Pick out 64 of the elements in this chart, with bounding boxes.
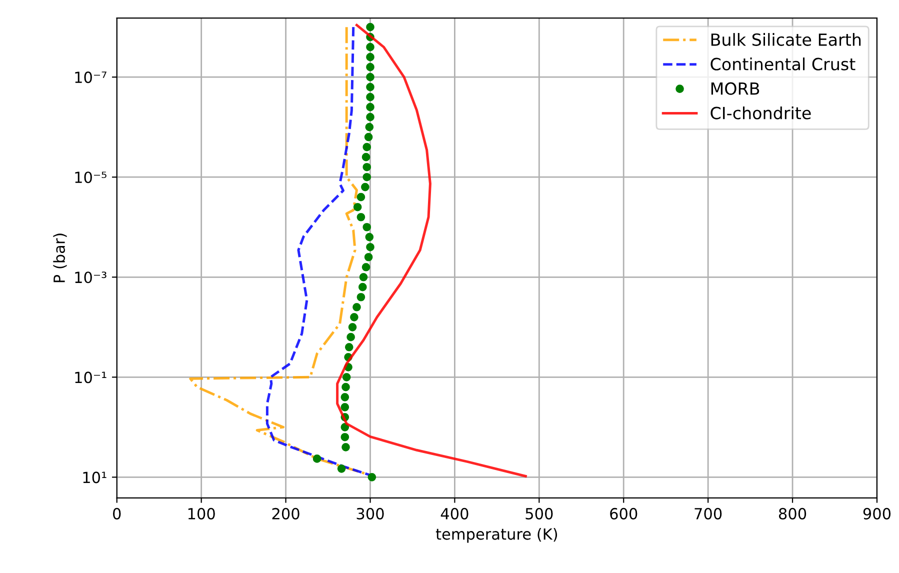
x-tick-label: 400: [440, 508, 468, 520]
point: [340, 432, 350, 442]
x-tick-label: 200: [272, 508, 300, 520]
point: [366, 52, 374, 62]
y-tick-label: 10⁻⁷: [75, 72, 106, 84]
x-tick-label: 800: [778, 508, 806, 520]
point: [366, 102, 374, 112]
line-series: [336, 24, 527, 478]
point: [366, 72, 374, 82]
point: [364, 132, 373, 142]
point: [366, 242, 374, 252]
point: [364, 252, 373, 262]
point: [366, 62, 374, 72]
point: [342, 372, 351, 382]
point: [342, 382, 350, 392]
point: [356, 212, 366, 222]
point: [353, 202, 362, 212]
x-tick-label: 700: [694, 508, 722, 520]
point: [362, 142, 372, 152]
point: [366, 92, 374, 102]
point: [368, 473, 376, 482]
point: [312, 454, 322, 463]
point: [348, 322, 357, 332]
x-tick-label: 100: [188, 508, 215, 520]
point: [362, 172, 372, 182]
point: [362, 222, 372, 232]
x-axis-title: temperature (K): [436, 528, 558, 543]
point: [362, 162, 372, 172]
point: [359, 272, 368, 282]
y-tick-label: 10⁻⁵: [75, 172, 106, 184]
point: [340, 423, 350, 432]
point: [366, 22, 374, 32]
point: [365, 232, 374, 242]
point: [361, 182, 370, 192]
point: [366, 82, 374, 92]
point: [362, 152, 370, 162]
point: [356, 292, 366, 302]
y-tick-label: 10⁻³: [75, 272, 106, 284]
x-tick-label: 0: [113, 508, 121, 520]
legend-label: MORB: [711, 82, 760, 95]
point: [366, 112, 374, 122]
point: [337, 464, 346, 473]
point: [342, 442, 350, 452]
point: [344, 342, 354, 352]
x-tick-label: 500: [526, 508, 553, 520]
point: [350, 312, 358, 322]
y-tick-label: 10⁻¹: [75, 372, 106, 384]
point: [340, 392, 350, 402]
point: [340, 402, 350, 412]
x-tick-label: 300: [356, 508, 384, 520]
legend-label: Bulk Silicate Earth: [711, 33, 861, 46]
y-axis-title: P (bar): [53, 234, 67, 282]
point: [366, 42, 374, 52]
x-tick-label: 600: [610, 508, 638, 520]
point: [356, 192, 366, 202]
x-tick-label: 900: [863, 508, 891, 520]
legend-label: CI-chondrite: [710, 106, 811, 120]
point: [346, 332, 355, 342]
point: [352, 302, 361, 312]
point: [358, 282, 367, 292]
legend-label: Continental Crust: [710, 58, 856, 70]
y-tick-label: 10¹: [83, 472, 106, 484]
point: [365, 122, 374, 132]
point: [362, 262, 370, 272]
